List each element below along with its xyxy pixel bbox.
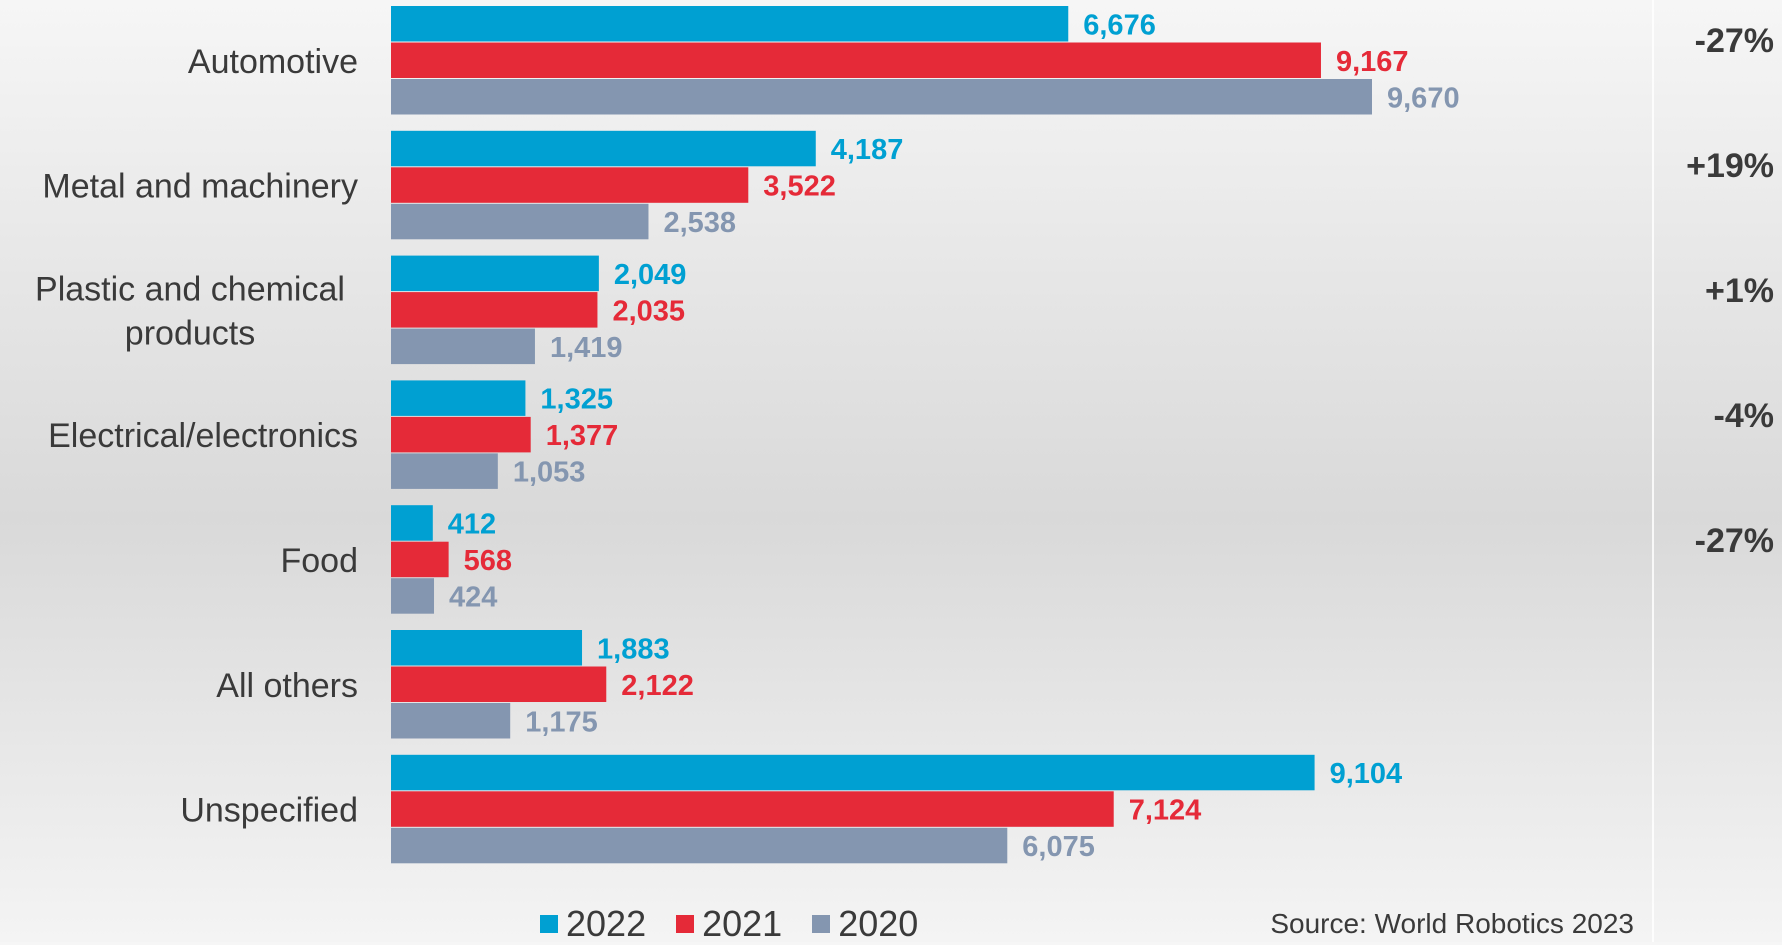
data-label-2021: 568 <box>464 545 512 577</box>
bar-2020 <box>391 203 649 240</box>
change-percent: +1% <box>1705 272 1774 310</box>
data-label-2022: 4,187 <box>831 134 904 166</box>
category-label: All others <box>216 667 358 705</box>
data-label-2021: 1,377 <box>546 420 619 452</box>
data-label-2020: 6,075 <box>1022 831 1095 863</box>
bar-2020 <box>391 827 1008 864</box>
bar-2022 <box>391 754 1315 791</box>
data-label-2022: 6,676 <box>1083 9 1156 41</box>
bar-2020 <box>391 328 535 365</box>
bar-2021 <box>391 292 598 328</box>
category-label: Food <box>281 542 359 580</box>
data-label-2020: 1,419 <box>550 332 623 364</box>
change-percent: +19% <box>1686 147 1774 185</box>
bar-2022 <box>391 505 433 541</box>
legend-item-2020: 2020 <box>812 903 918 945</box>
bar-2021 <box>391 167 749 203</box>
legend-label-2021: 2021 <box>702 902 783 944</box>
bar-2020 <box>391 79 1372 115</box>
bar-2022 <box>391 6 1069 42</box>
data-label-2021: 7,124 <box>1129 795 1202 827</box>
category-label: Electrical/electronics <box>48 417 358 455</box>
legend-label-2022: 2022 <box>566 902 647 944</box>
bar-2020 <box>391 578 435 614</box>
legend: 2022 2021 2020 <box>540 903 948 945</box>
bar-2022 <box>391 630 583 666</box>
bar-2021 <box>391 416 531 453</box>
data-label-2022: 2,049 <box>614 259 687 291</box>
category-label: Automotive <box>188 43 358 81</box>
category-label: Plastic and chemical <box>35 270 345 308</box>
bar-2022 <box>391 255 599 292</box>
data-label-2021: 2,035 <box>612 295 685 327</box>
category-label: Metal and machinery <box>42 168 358 206</box>
category-label: products <box>125 314 255 352</box>
data-label-2020: 424 <box>449 581 497 613</box>
legend-swatch-2020 <box>812 914 831 933</box>
bar-2021 <box>391 541 449 578</box>
change-percent: -27% <box>1694 22 1774 60</box>
bar-2021 <box>391 666 607 702</box>
source-note: Source: World Robotics 2023 <box>1270 908 1634 939</box>
data-label-2021: 9,167 <box>1336 46 1409 78</box>
bar-2022 <box>391 380 526 416</box>
data-label-2020: 1,175 <box>525 706 598 738</box>
data-label-2020: 2,538 <box>663 207 736 239</box>
legend-swatch-2022 <box>540 914 558 933</box>
data-label-2020: 9,670 <box>1387 82 1460 114</box>
change-percent: -27% <box>1694 522 1774 560</box>
bar-2021 <box>391 791 1114 827</box>
bar-2021 <box>391 42 1321 78</box>
panel-divider <box>1652 0 1654 942</box>
bar-2020 <box>391 703 511 739</box>
data-label-2022: 1,325 <box>540 384 613 416</box>
legend-label-2020: 2020 <box>838 902 919 944</box>
legend-item-2021: 2021 <box>676 903 782 945</box>
data-label-2022: 412 <box>448 508 496 540</box>
category-label: Unspecified <box>180 792 358 830</box>
change-percent: -4% <box>1713 397 1774 435</box>
data-label-2022: 9,104 <box>1330 758 1403 790</box>
legend-item-2022: 2022 <box>540 903 646 945</box>
bar-2022 <box>391 130 816 167</box>
data-label-2020: 1,053 <box>513 457 586 489</box>
data-label-2022: 1,883 <box>597 633 670 665</box>
data-label-2021: 2,122 <box>621 670 694 702</box>
data-label-2021: 3,522 <box>763 171 836 203</box>
legend-swatch-2021 <box>676 914 695 933</box>
bar-2020 <box>391 453 498 489</box>
